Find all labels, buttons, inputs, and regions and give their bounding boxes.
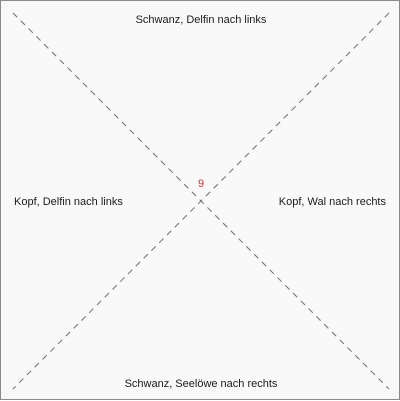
edge-label-bottom: Schwanz, Seelöwe nach rechts bbox=[124, 378, 278, 390]
tile-number: 9 bbox=[197, 178, 205, 190]
edge-label-left: Kopf, Delfin nach links bbox=[14, 196, 123, 208]
edge-label-right: Kopf, Wal nach rechts bbox=[278, 196, 386, 208]
edge-label-top: Schwanz, Delfin nach links bbox=[135, 14, 267, 26]
diagonal-line-top-right-to-bottom-left bbox=[12, 12, 390, 390]
